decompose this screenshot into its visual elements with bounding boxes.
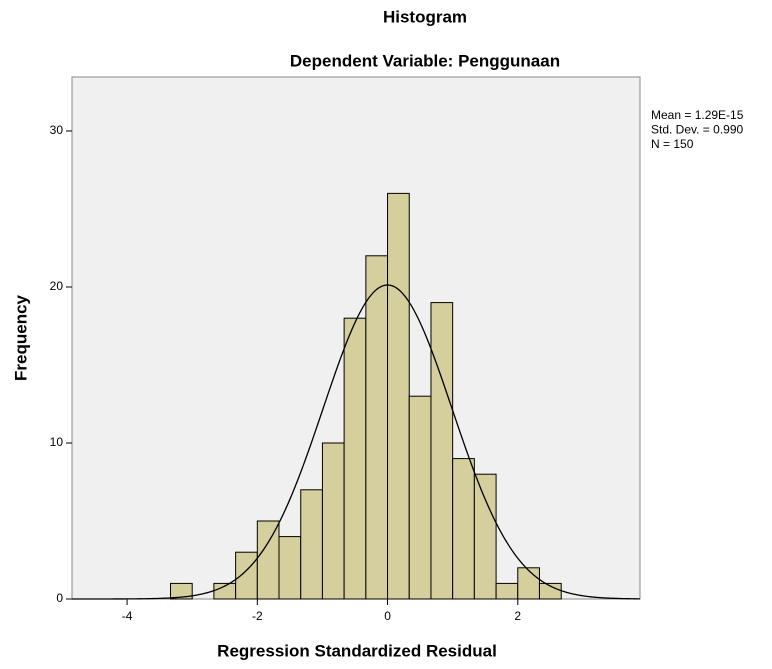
bar (517, 567, 540, 600)
y-tick-label: 0 (56, 591, 63, 605)
bar (343, 317, 367, 600)
x-tick-label: -2 (252, 609, 263, 623)
stats-label: N = 150 (651, 137, 694, 151)
bar (300, 489, 323, 600)
y-tick-label: 30 (50, 123, 64, 137)
stats-label: Std. Dev. = 0.990 (651, 123, 743, 137)
stats-label: Mean = 1.29E-15 (651, 108, 744, 122)
bar (408, 395, 432, 600)
bar (365, 255, 389, 600)
x-axis-label: Regression Standardized Residual (217, 641, 497, 660)
bar (278, 536, 302, 600)
bar (473, 473, 497, 600)
y-tick-label: 10 (50, 435, 64, 449)
x-tick-label: -4 (122, 609, 133, 623)
chart-title: Histogram (383, 7, 467, 26)
normal-curve (72, 284, 641, 600)
bar (452, 458, 475, 600)
bar (387, 192, 410, 600)
y-axis-label: Frequency (11, 294, 30, 381)
bar (235, 551, 258, 600)
bar (170, 582, 193, 600)
x-tick-label: 0 (384, 609, 391, 623)
bar (495, 582, 519, 600)
y-tick-label: 20 (50, 279, 64, 293)
x-tick-label: 2 (514, 609, 521, 623)
bar (321, 442, 345, 600)
chart-subtitle: Dependent Variable: Penggunaan (290, 51, 560, 70)
bar (256, 520, 280, 600)
bar (430, 302, 454, 600)
